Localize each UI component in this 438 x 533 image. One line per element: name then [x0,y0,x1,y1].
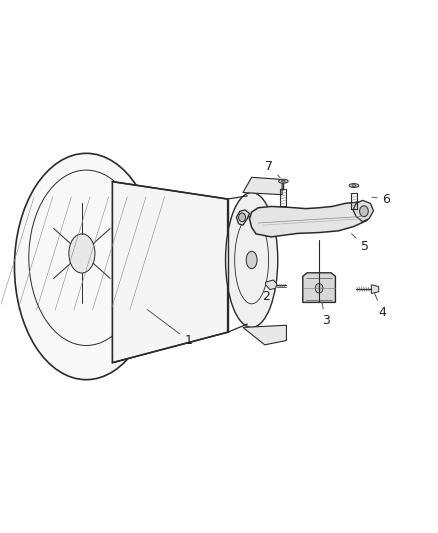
Ellipse shape [279,179,288,183]
Ellipse shape [69,234,95,273]
Text: 3: 3 [321,302,329,327]
Text: 5: 5 [352,233,369,253]
Polygon shape [113,182,228,362]
Ellipse shape [246,251,257,269]
Polygon shape [243,325,286,345]
Text: 6: 6 [372,192,391,206]
Polygon shape [250,202,371,237]
Ellipse shape [239,213,246,222]
Ellipse shape [315,284,323,293]
Polygon shape [353,200,374,222]
Polygon shape [371,285,379,294]
Ellipse shape [352,184,356,187]
Polygon shape [265,280,277,289]
Polygon shape [237,210,250,225]
Ellipse shape [360,206,368,217]
Text: 4: 4 [374,293,386,319]
Ellipse shape [226,192,278,327]
Text: 1: 1 [147,310,192,347]
Polygon shape [243,177,282,195]
Ellipse shape [282,180,286,182]
Ellipse shape [14,154,158,379]
Ellipse shape [349,183,359,188]
Polygon shape [303,273,336,302]
Text: 2: 2 [262,289,276,303]
Text: 7: 7 [265,160,280,177]
